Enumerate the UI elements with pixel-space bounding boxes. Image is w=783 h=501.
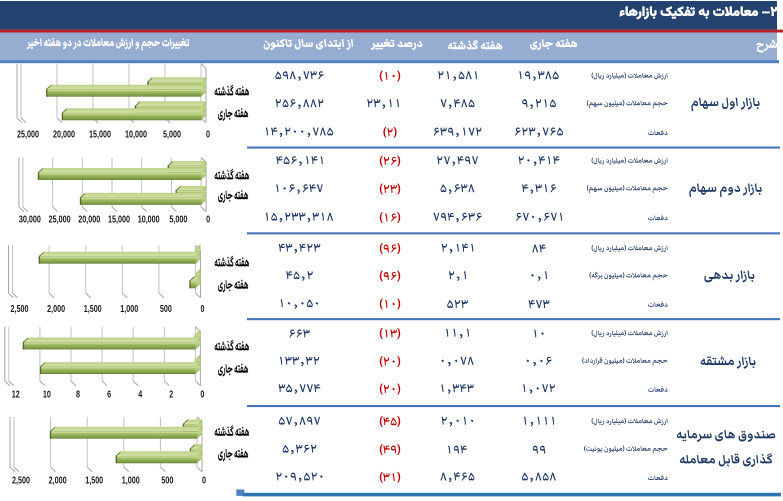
svg-text:1,000: 1,000 xyxy=(122,476,140,487)
svg-text:2,000: 2,000 xyxy=(47,304,65,315)
svg-text:5,000: 5,000 xyxy=(169,215,187,226)
svg-text:0: 0 xyxy=(202,476,206,487)
svg-text:0: 0 xyxy=(201,304,205,315)
svg-text:2,500: 2,500 xyxy=(11,304,29,315)
svg-text:25,000: 25,000 xyxy=(17,129,39,140)
svg-text:8: 8 xyxy=(76,390,80,401)
svg-text:0: 0 xyxy=(206,215,210,226)
svg-text:15,000: 15,000 xyxy=(89,129,111,140)
svg-text:10,000: 10,000 xyxy=(125,129,147,140)
svg-text:0: 0 xyxy=(206,129,210,140)
svg-text:25,000: 25,000 xyxy=(49,215,71,226)
svg-text:500: 500 xyxy=(161,476,173,487)
svg-text:2,000: 2,000 xyxy=(49,476,67,487)
svg-text:30,000: 30,000 xyxy=(19,215,41,226)
svg-text:5,000: 5,000 xyxy=(163,129,181,140)
svg-text:12: 12 xyxy=(12,390,20,401)
svg-text:10: 10 xyxy=(43,390,51,401)
svg-text:4: 4 xyxy=(138,390,142,401)
svg-text:2,500: 2,500 xyxy=(12,476,30,487)
svg-text:1,500: 1,500 xyxy=(85,476,103,487)
svg-text:1,000: 1,000 xyxy=(120,304,138,315)
svg-text:10,000: 10,000 xyxy=(138,215,160,226)
svg-text:20,000: 20,000 xyxy=(53,129,75,140)
svg-text:6: 6 xyxy=(107,390,111,401)
svg-text:20,000: 20,000 xyxy=(78,215,100,226)
svg-text:0: 0 xyxy=(200,390,204,401)
svg-text:1,500: 1,500 xyxy=(84,304,102,315)
svg-text:15,000: 15,000 xyxy=(108,215,130,226)
svg-text:500: 500 xyxy=(160,304,172,315)
svg-text:2: 2 xyxy=(169,390,173,401)
